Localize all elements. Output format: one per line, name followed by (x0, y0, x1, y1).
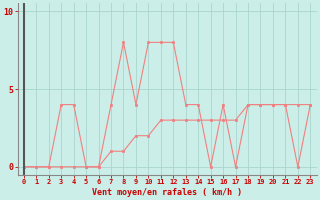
X-axis label: Vent moyen/en rafales ( km/h ): Vent moyen/en rafales ( km/h ) (92, 188, 242, 197)
